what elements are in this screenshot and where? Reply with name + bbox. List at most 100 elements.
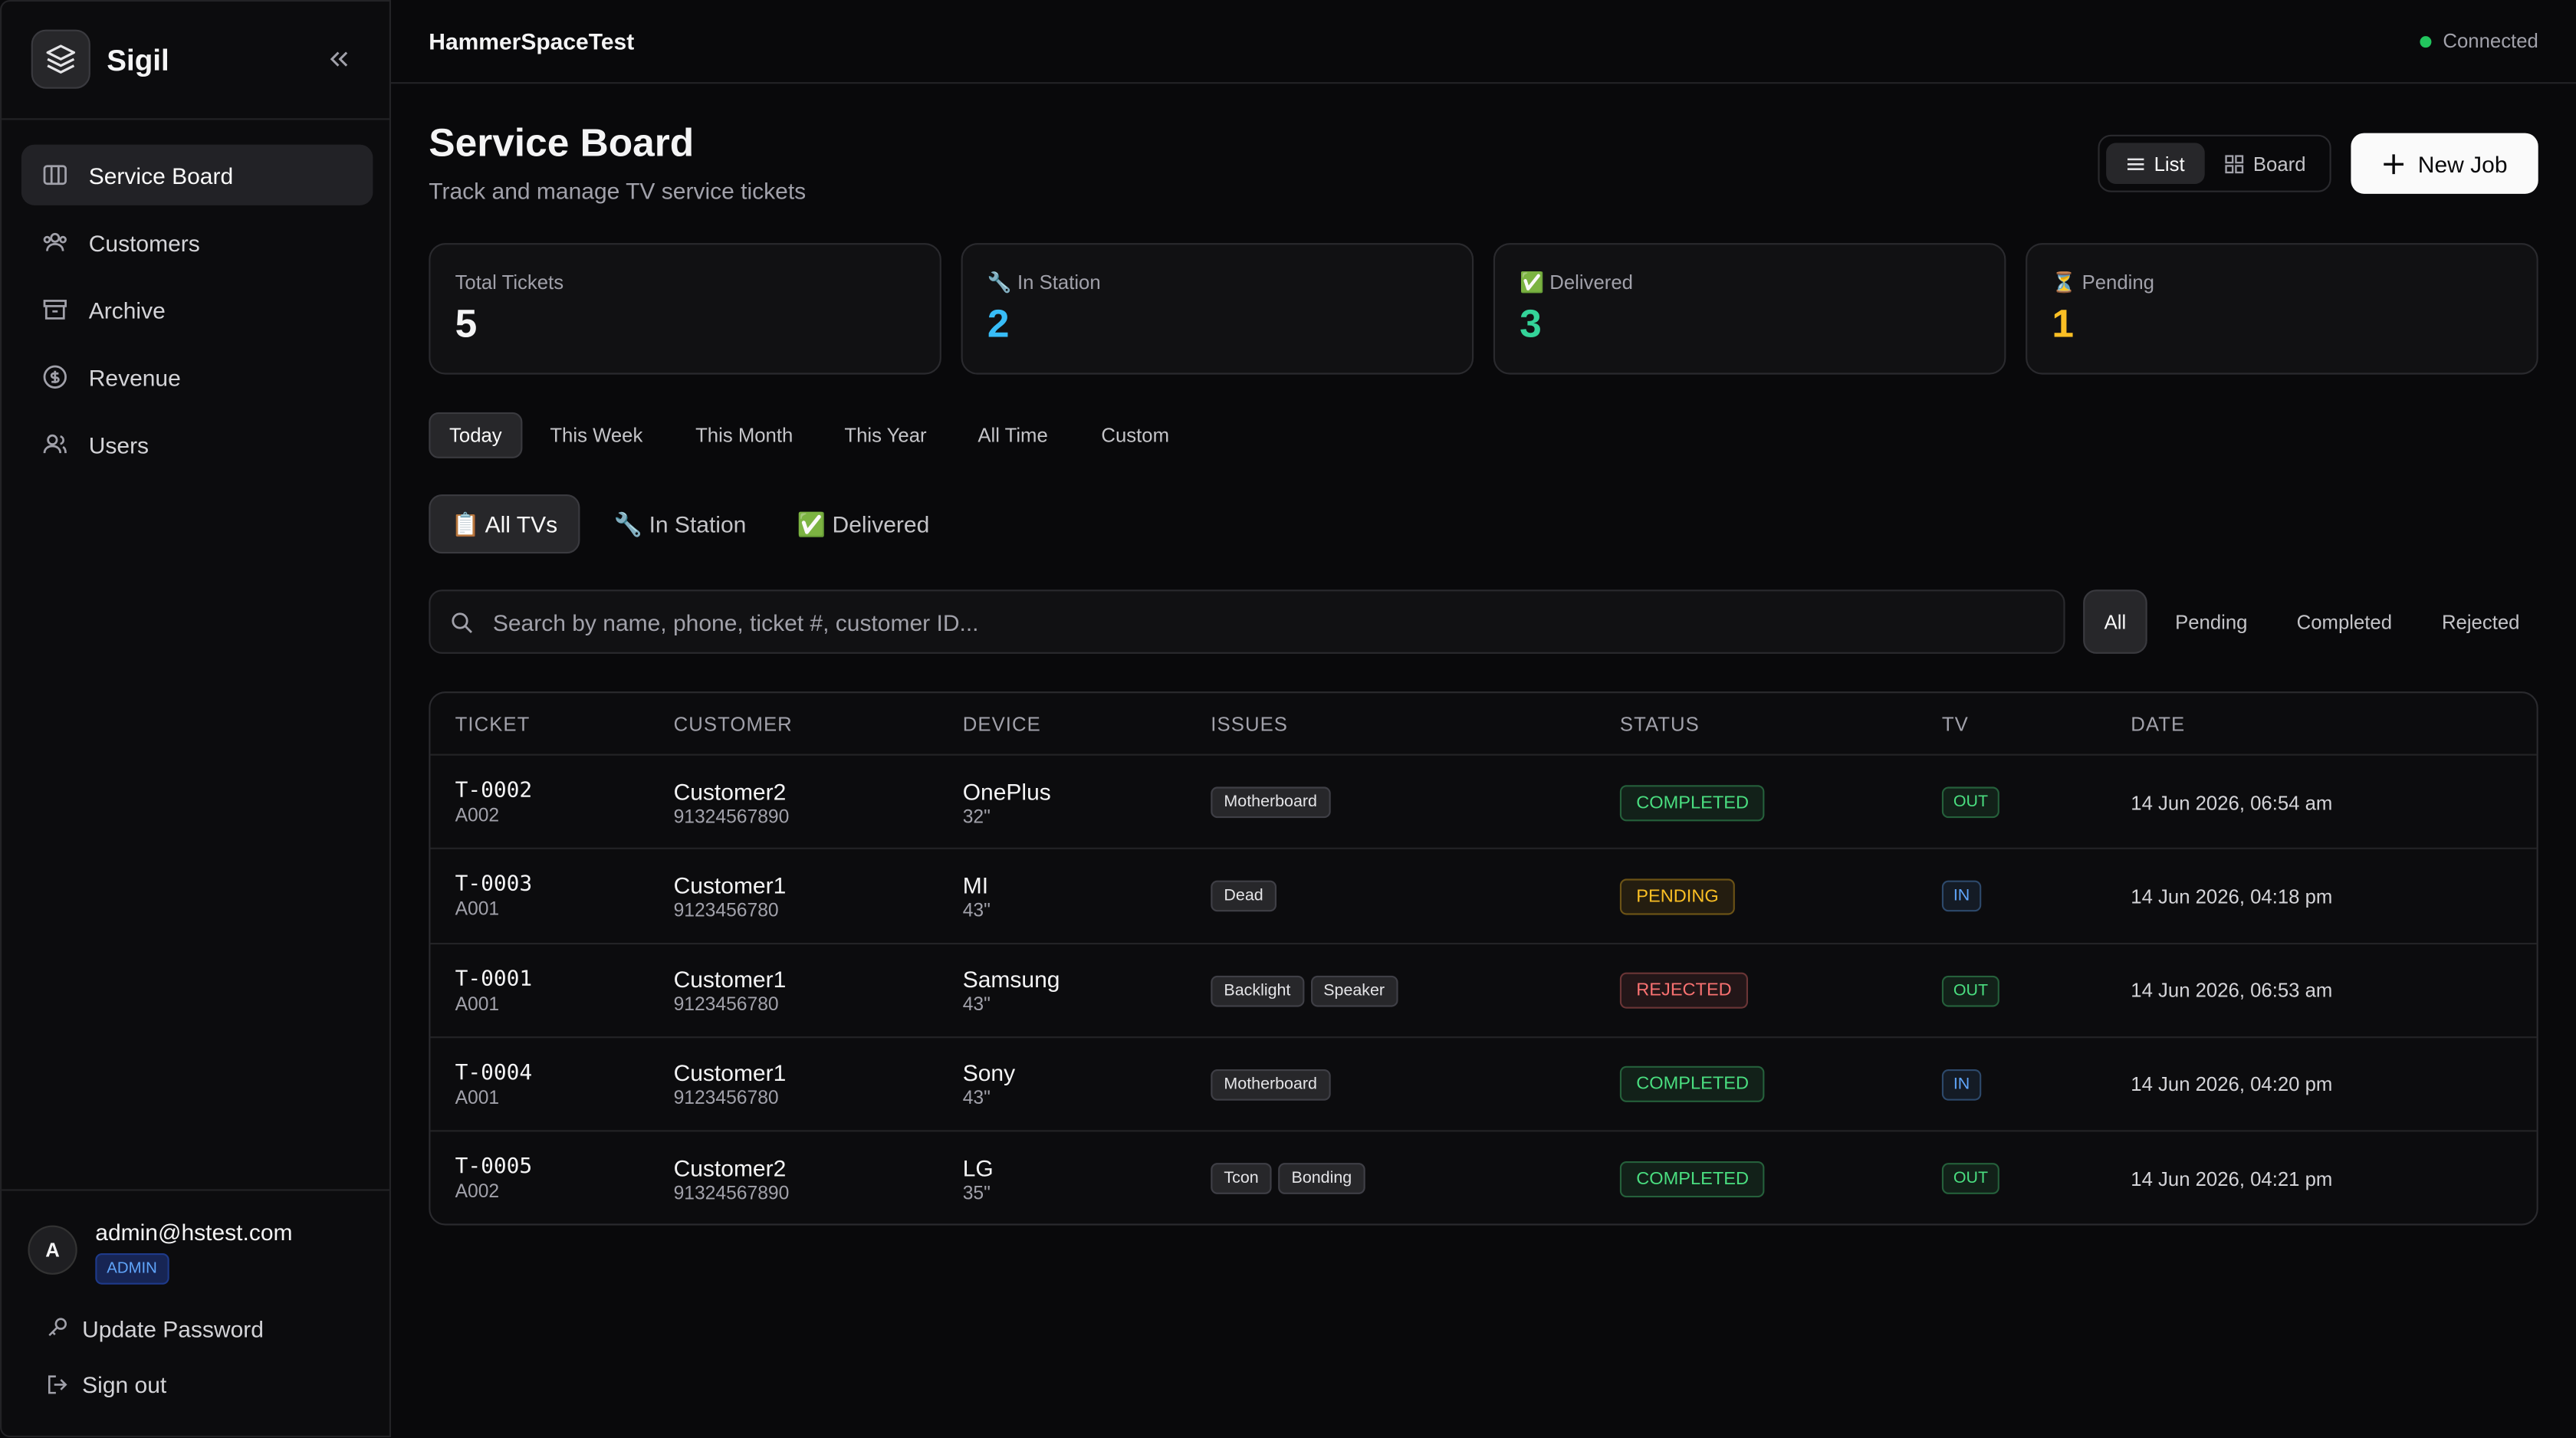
table-row[interactable]: T-0003 A001 Customer1 9123456780 MI 43" Dead PE… [430,848,2537,944]
new-job-button[interactable]: New Job [2351,133,2538,194]
cell: T-0005 A002 [455,1132,533,1224]
cell: T-0003 A001 [455,849,533,943]
cell: Customer2 91324567890 [673,1132,790,1224]
stat-card: ⏳ Pending 1 [2026,243,2538,375]
status-dot [2420,36,2432,48]
status-wrap: COMPLETED [1619,784,1766,821]
search-box[interactable]: Search by name, phone, ticket #, custome… [429,589,2065,654]
column-header: CUSTOMER [673,713,793,736]
ticket-number: T-0002 [455,778,533,803]
nav-label: Service Board [88,162,234,189]
ticket-date: 14 Jun 2026, 06:53 am [2131,979,2333,1003]
table-row[interactable]: T-0005 A002 Customer2 91324567890 LG 35" Tcon B… [430,1130,2537,1224]
tv-badge: OUT [1941,786,2000,819]
device-brand: Samsung [962,966,1060,993]
time-filter[interactable]: This Month [695,423,794,447]
customer-phone: 91324567890 [673,1184,790,1204]
sign-out[interactable]: Sign out [82,1371,167,1398]
stat-label: Total Tickets [455,271,564,294]
cell: Tcon Bonding [1211,1132,1372,1224]
collapse-button[interactable] [327,48,350,71]
status-badge: COMPLETED [1619,1066,1766,1103]
stat-value: 5 [455,302,478,347]
cell: Customer1 9123456780 [674,849,787,943]
status-badge: PENDING [1619,878,1736,915]
issue-tag: Motherboard [1211,786,1331,819]
stat-label: ⏳ Pending [2052,271,2154,294]
cell: COMPLETED [1619,1038,1766,1131]
issues: Backlight Speaker [1211,974,1404,1006]
view-toggle: List Board [2098,134,2331,192]
status-filter[interactable]: Completed [2296,610,2393,634]
page-subtitle: Track and manage TV service tickets [429,177,807,204]
list-view[interactable]: List [2106,143,2205,184]
tv-tab[interactable]: 🔧 In Station [613,510,747,537]
customer-id: A002 [455,1183,500,1203]
device-brand: LG [962,1154,994,1181]
tv-wrap: OUT [1941,1163,2000,1195]
stat-card: 🔧 In Station 2 [961,243,1474,375]
customer-name: Customer1 [673,1059,787,1087]
time-filter[interactable]: Custom [1101,423,1170,447]
cell: IN [1941,849,1982,943]
sidebar: Sigil A admin@hstest.com ADMIN Update Pa… [0,0,391,1437]
nav-item[interactable]: Service Board [21,144,373,205]
customer-name: Customer1 [673,872,787,898]
brand-name: Sigil [107,44,169,77]
cell: Customer1 9123456780 [674,944,787,1037]
cell: T-0004 A001 [455,1038,533,1131]
status-filter[interactable]: Rejected [2441,610,2520,634]
brand-logo [31,29,90,89]
cell: OUT [1941,756,2000,849]
device-size: 32" [962,807,991,827]
tv-tab[interactable]: 📋 All TVs [429,494,580,554]
cell: Motherboard [1211,1038,1336,1131]
nav-item[interactable]: Archive [21,279,373,340]
connection-status: Connected [2443,29,2538,53]
issue-tag: Speaker [1310,974,1398,1006]
column-header: TV [1941,713,1969,736]
table-row[interactable]: T-0002 A002 Customer2 91324567890 OnePlus 32"… [430,753,2537,850]
customer-id: A001 [455,994,500,1015]
update-password[interactable]: Update Password [82,1315,264,1342]
cell: 14 Jun 2026, 04:20 pm [2131,1038,2332,1131]
table-row[interactable]: T-0004 A001 Customer1 9123456780 Sony 43" Moth… [430,1036,2537,1132]
tv-tab[interactable]: ✅ Delivered [797,510,930,537]
time-filter[interactable]: This Year [844,423,927,447]
table-row[interactable]: T-0001 A001 Customer1 9123456780 Samsung 43" B… [430,942,2537,1038]
ticket-number: T-0005 [455,1154,533,1180]
status-badge: REJECTED [1619,972,1749,1009]
cell: COMPLETED [1619,756,1766,849]
cell: Motherboard [1211,756,1336,849]
board-view[interactable]: Board [2211,143,2319,184]
column-header: DEVICE [962,713,1041,736]
tv-wrap: OUT [1941,974,2000,1006]
issues: Motherboard [1211,786,1336,819]
column-header: STATUS [1619,713,1700,736]
stat-value: 2 [987,302,1010,347]
cell: REJECTED [1619,944,1749,1037]
user-email: admin@hstest.com [95,1219,293,1246]
time-filter[interactable]: Today [429,412,523,458]
status-badge: COMPLETED [1619,1161,1766,1197]
stat-value: 1 [2052,302,2075,347]
customer-name: Customer2 [673,1154,787,1181]
time-filter[interactable]: This Week [550,423,643,447]
cell: Samsung 43" [963,944,1060,1037]
cell: 14 Jun 2026, 04:21 pm [2131,1132,2332,1224]
view-label: List [2154,152,2185,176]
status-filter[interactable]: All [2083,589,2147,654]
customer-id: A001 [455,900,500,921]
stat-label: ✅ Delivered [1520,271,1633,294]
status-filter[interactable]: Pending [2175,610,2248,634]
nav-item[interactable]: Users [21,414,373,474]
role-badge: ADMIN [95,1253,169,1285]
nav-item[interactable]: Customers [21,212,373,272]
nav-item[interactable]: Revenue [21,346,373,407]
customer-phone: 9123456780 [673,1089,779,1110]
customer-name: Customer2 [673,777,787,804]
issue-tag: Dead [1211,881,1276,912]
stat-card: ✅ Delivered 3 [1493,243,2006,375]
page-title: Service Board [429,121,695,166]
time-filter[interactable]: All Time [978,423,1048,447]
